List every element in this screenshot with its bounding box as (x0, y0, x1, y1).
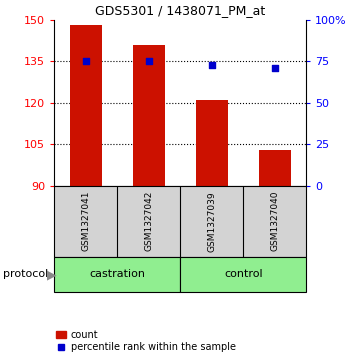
Point (83, 58, 89, 64)
Point (146, 58, 152, 64)
Legend: count, percentile rank within the sample: count, percentile rank within the sample (52, 326, 239, 356)
Point (209, 62, 215, 68)
Bar (259, 150, 290, 186)
Bar (133, 45, 164, 186)
Text: ▶: ▶ (47, 268, 57, 281)
Bar (180, 257, 306, 292)
Title: GDS5301 / 1438071_PM_at: GDS5301 / 1438071_PM_at (95, 4, 265, 17)
Text: GSM1327039: GSM1327039 (207, 191, 216, 252)
Text: GSM1327041: GSM1327041 (81, 191, 90, 252)
Text: castration: castration (89, 269, 145, 280)
Text: protocol: protocol (4, 269, 49, 280)
Text: GSM1327040: GSM1327040 (270, 191, 279, 252)
Text: control: control (224, 269, 262, 280)
Bar (54, 257, 180, 292)
Bar (70, 25, 101, 186)
Text: GSM1327042: GSM1327042 (144, 191, 153, 252)
Point (272, 65, 278, 71)
Bar (196, 100, 228, 186)
